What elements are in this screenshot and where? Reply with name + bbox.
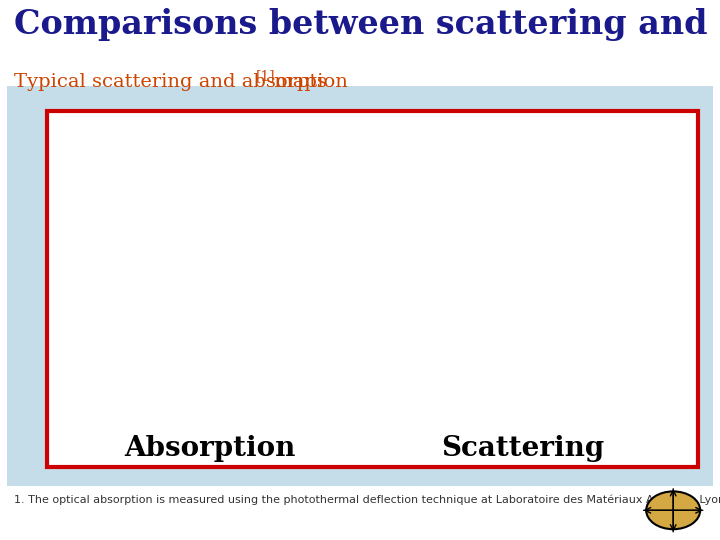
- X-axis label: Width (mm): Width (mm): [418, 429, 459, 453]
- Text: Typical scattering and absorption: Typical scattering and absorption: [14, 73, 348, 91]
- Text: Comparisons between scattering and absorption: Comparisons between scattering and absor…: [14, 8, 720, 41]
- Text: [1]: [1]: [256, 69, 275, 83]
- Text: Absorption (ppm/cm): Absorption (ppm/cm): [36, 132, 125, 140]
- Y-axis label: Length (mm): Length (mm): [301, 389, 339, 423]
- Y-axis label: Length (mm): Length (mm): [625, 416, 667, 446]
- Text: Sample 1: Sample 1: [497, 173, 543, 183]
- Text: Scattering: Scattering: [441, 435, 604, 462]
- Ellipse shape: [647, 491, 701, 529]
- Text: Absorption: Absorption: [124, 435, 295, 462]
- Bar: [47, 111, 698, 467]
- X-axis label: Width (mm): Width (mm): [111, 422, 153, 440]
- Bar: [7, 86, 713, 486]
- Text: Scattering (ppm/cm): Scattering (ppm/cm): [341, 123, 428, 132]
- Text: maps: maps: [268, 73, 327, 91]
- Text: 1. The optical absorption is measured using the photothermal deflection techniqu: 1. The optical absorption is measured us…: [14, 494, 720, 504]
- Text: Sample 1: Sample 1: [183, 168, 229, 179]
